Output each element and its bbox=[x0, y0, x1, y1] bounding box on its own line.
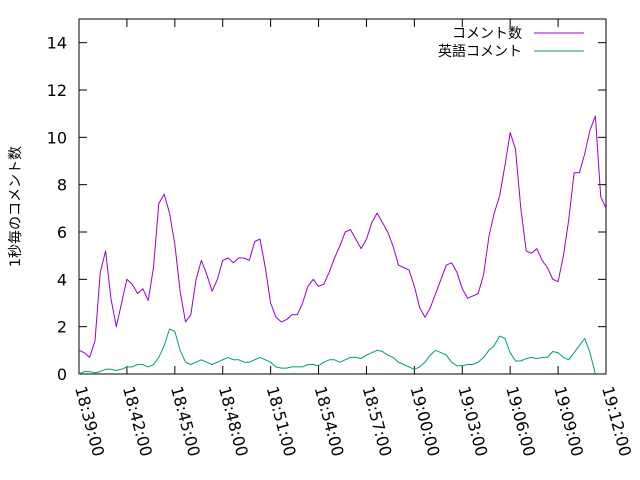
y-tick-label: 10 bbox=[47, 128, 67, 147]
x-tick-label: 18:51:00 bbox=[263, 384, 300, 458]
legend-label: 英語コメント bbox=[438, 43, 522, 60]
series-line-1 bbox=[78, 115, 607, 358]
x-tick-label: 19:09:00 bbox=[550, 384, 587, 458]
x-tick-label: 19:00:00 bbox=[406, 384, 443, 458]
x-tick-label: 18:48:00 bbox=[215, 384, 252, 458]
y-tick-label: 14 bbox=[47, 34, 67, 53]
legend-label: コメント数 bbox=[452, 26, 522, 42]
x-tick-label: 19:12:00 bbox=[598, 384, 635, 458]
y-tick-label: 2 bbox=[57, 318, 67, 337]
y-tick-label: 0 bbox=[57, 365, 67, 384]
x-tick-label: 18:54:00 bbox=[311, 384, 348, 458]
series-line-2 bbox=[78, 328, 596, 375]
x-tick-label: 19:03:00 bbox=[454, 384, 491, 458]
x-tick-label: 18:45:00 bbox=[167, 384, 204, 458]
y-tick-label: 6 bbox=[57, 223, 67, 242]
y-tick-label: 4 bbox=[57, 270, 67, 289]
x-tick-label: 18:39:00 bbox=[71, 384, 108, 458]
y-tick-label: 8 bbox=[57, 176, 67, 195]
y-axis-label: 1秒毎のコメント数 bbox=[8, 146, 24, 267]
x-tick-label: 18:57:00 bbox=[359, 384, 396, 458]
x-tick-label: 19:06:00 bbox=[502, 384, 539, 458]
y-axis-ticks: 0 2 4 6 8 10 12 14 bbox=[47, 34, 606, 384]
x-tick-label: 18:42:00 bbox=[119, 384, 156, 458]
series-lines bbox=[78, 115, 607, 375]
y-tick-label: 12 bbox=[47, 81, 67, 100]
plot-frame bbox=[78, 18, 607, 375]
